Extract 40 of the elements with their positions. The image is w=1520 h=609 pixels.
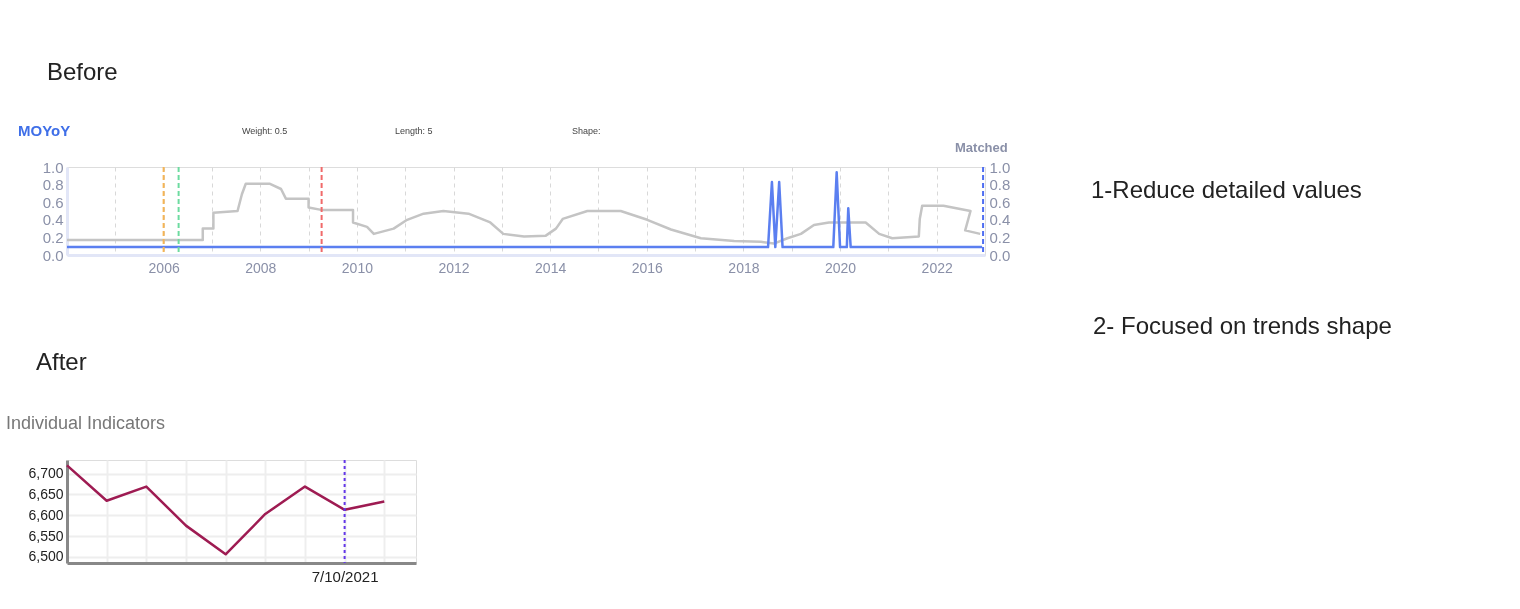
text: Shape: — [572, 126, 601, 136]
y-tick-label: 6,550 — [28, 527, 64, 544]
text: Weight: 0.5 — [242, 126, 288, 136]
text: 2- Focused on trends shape — [1093, 312, 1392, 339]
line-series — [65, 171, 984, 249]
x-tick-label: 2014 — [535, 259, 567, 276]
line-series — [65, 182, 982, 245]
x-tick-label: 2012 — [438, 259, 470, 276]
y2-axis-title: Matched — [955, 140, 1008, 155]
y2-tick-label: 0.2 — [989, 228, 1011, 246]
y2-tick-label: 0.6 — [989, 193, 1011, 211]
x-tick-label: 2022 — [921, 259, 953, 276]
y-tick-label: 0.8 — [42, 176, 64, 194]
x-tick-label: 2010 — [341, 259, 374, 276]
x-tick-label: 2016 — [631, 259, 664, 276]
y-tick-label: 6,650 — [28, 485, 64, 502]
x-tick-label: 2020 — [824, 259, 857, 276]
y2-tick-label: 0.0 — [989, 246, 1011, 264]
x-tick-label: 2018 — [728, 259, 760, 276]
chart-title: Individual Indicators — [6, 413, 166, 433]
y-tick-label: 0.2 — [42, 228, 64, 246]
y-tick-label: 6,700 — [28, 465, 64, 482]
y2-tick-label: 1.0 — [989, 158, 1011, 176]
chart-title: MOYoY — [18, 122, 71, 139]
text: Length: 5 — [395, 126, 433, 136]
x-tick-label: 7/10/2021 — [311, 567, 379, 585]
y2-tick-label: 0.4 — [989, 211, 1011, 229]
y2-tick-label: 0.8 — [989, 176, 1011, 194]
y-tick-label: 6,600 — [28, 506, 64, 523]
y-tick-label: 0.6 — [42, 193, 64, 211]
x-tick-label: 2008 — [245, 259, 277, 276]
line-series — [65, 464, 386, 556]
y-tick-label: 0.0 — [42, 246, 64, 264]
text: Before — [47, 58, 118, 85]
y-tick-label: 1.0 — [42, 158, 64, 176]
x-tick-label: 2006 — [148, 259, 180, 276]
y-tick-label: 0.4 — [42, 211, 64, 229]
text: After — [36, 348, 87, 375]
y-tick-label: 6,500 — [28, 548, 64, 565]
text: 1-Reduce detailed values — [1091, 176, 1362, 203]
